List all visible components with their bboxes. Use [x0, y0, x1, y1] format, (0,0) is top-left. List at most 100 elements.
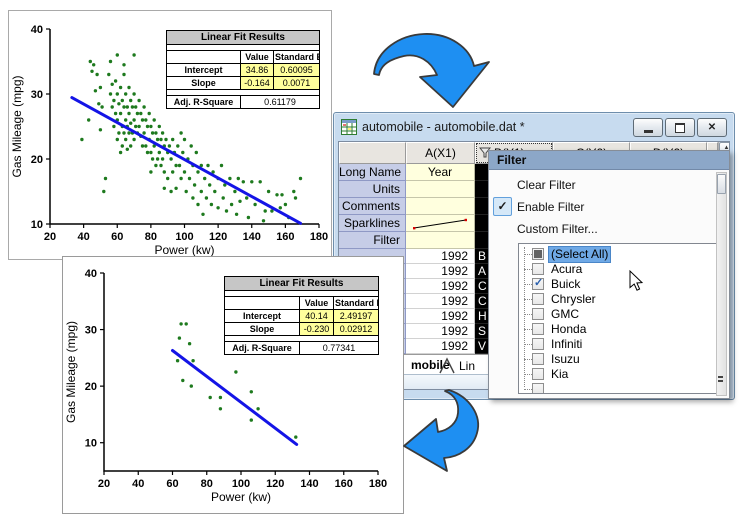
row-label-intercept: Intercept — [225, 310, 300, 323]
cell-year-row-2[interactable]: 1992 — [406, 264, 475, 279]
row-label-long-name[interactable]: Long Name — [339, 164, 406, 181]
menu-item-custom-filter[interactable]: Custom Filter... — [517, 222, 598, 236]
filter-list-item-honda[interactable]: Honda — [519, 322, 716, 337]
cell-year-row-5[interactable]: 1992 — [406, 309, 475, 324]
svg-text:Power (kw): Power (kw) — [211, 490, 271, 504]
filter-menu-title: Filter — [489, 151, 729, 170]
linear-fit-results-table-1: Linear Fit Results Value Standard Error … — [166, 30, 320, 109]
menu-item-enable-filter[interactable]: Enable Filter — [517, 200, 584, 214]
svg-text:20: 20 — [31, 154, 43, 166]
desktop: { "colors":{"arrow_blue":"#1e8ff2","fit_… — [0, 0, 741, 518]
filter-list-item-chrysler[interactable]: Chrysler — [519, 292, 716, 307]
svg-text:80: 80 — [145, 231, 157, 243]
scrollbar-thumb[interactable] — [717, 174, 726, 194]
intercept-value: 34.86 — [241, 64, 274, 77]
cell-a-units[interactable] — [406, 181, 475, 198]
svg-text:140: 140 — [300, 478, 318, 490]
enable-filter-checkmark-icon: ✓ — [493, 197, 512, 216]
filter-list-item-infiniti[interactable]: Infiniti — [519, 337, 716, 352]
filter-item-label: Honda — [549, 322, 588, 337]
menu-item-clear-filter[interactable]: Clear Filter — [517, 178, 576, 192]
filter-item-label: Kia — [549, 367, 570, 382]
column-header-corner[interactable] — [339, 142, 406, 164]
checkbox-unchecked[interactable] — [532, 323, 544, 335]
filter-list-item-partial[interactable] — [519, 382, 716, 394]
sparkline-year — [408, 216, 472, 231]
restore-button[interactable] — [665, 118, 695, 137]
filter-value-list[interactable]: (Select All)Acura✓BuickChryslerGMCHondaI… — [518, 243, 717, 394]
linear-fit-results-table-2: Linear Fit Results Value Standard Error … — [224, 276, 379, 355]
cell-year-row-3[interactable]: 1992 — [406, 279, 475, 294]
cell-a-comments[interactable] — [406, 198, 475, 215]
checkbox-unchecked[interactable] — [532, 338, 544, 350]
svg-text:100: 100 — [175, 231, 193, 243]
window-title: automobile - automobile.dat * — [362, 120, 525, 134]
filter-menu-scrollbar[interactable] — [716, 172, 727, 396]
fit-table-title: Linear Fit Results — [167, 31, 320, 45]
checkbox-checked[interactable]: ✓ — [532, 278, 544, 290]
checkbox-unchecked[interactable] — [532, 353, 544, 365]
adj-rsquare-label: Adj. R-Square — [225, 342, 300, 355]
intercept-value: 40.14 — [300, 310, 334, 323]
tree-line — [524, 314, 532, 315]
filter-item-label: GMC — [549, 307, 581, 322]
checkbox-indeterminate[interactable] — [532, 248, 544, 260]
graph-window-filtered-data[interactable]: 2040608010012014016018010203040Gas Milea… — [62, 256, 404, 514]
svg-text:60: 60 — [166, 478, 178, 490]
svg-text:Gas Mileage (mpg): Gas Mileage (mpg) — [10, 75, 24, 177]
svg-text:180: 180 — [310, 231, 328, 243]
cell-year-row-1[interactable]: 1992 — [406, 249, 475, 264]
filter-item-label: Infiniti — [549, 337, 584, 352]
tab-separator-icon — [439, 357, 455, 374]
svg-text:120: 120 — [209, 231, 227, 243]
checkbox-unchecked[interactable] — [532, 293, 544, 305]
row-label-slope: Slope — [167, 77, 241, 90]
filter-list-item-buick[interactable]: ✓Buick — [519, 277, 716, 292]
filter-list-item-kia[interactable]: Kia — [519, 367, 716, 382]
filter-context-menu: Filter Clear Filter ✓ Enable Filter Cust… — [488, 150, 730, 399]
col-header-value: Value — [300, 297, 334, 310]
filter-list-item-isuzu[interactable]: Isuzu — [519, 352, 716, 367]
svg-text:40: 40 — [78, 231, 90, 243]
filter-list-item-gmc[interactable]: GMC — [519, 307, 716, 322]
slope-stderr: 0.0071 — [274, 77, 320, 90]
worksheet-titlebar[interactable]: automobile - automobile.dat * ✕ — [334, 113, 734, 141]
row-label-comments[interactable]: Comments — [339, 198, 406, 215]
checkbox-unchecked[interactable] — [532, 263, 544, 275]
row-label-slope: Slope — [225, 323, 300, 336]
intercept-stderr: 2.49197 — [334, 310, 379, 323]
svg-text:160: 160 — [335, 478, 353, 490]
cell-a-long-name[interactable]: Year — [406, 164, 475, 181]
row-label-sparklines[interactable]: Sparklines — [339, 215, 406, 232]
col-header-stderr: Standard Error — [274, 51, 320, 64]
cell-a-sparklines[interactable] — [406, 215, 475, 232]
checkbox-unchecked[interactable] — [532, 308, 544, 320]
svg-text:100: 100 — [232, 478, 250, 490]
tree-line — [524, 269, 532, 270]
column-header-A(X1)[interactable]: A(X1) — [406, 142, 475, 164]
filter-list-item-selectall[interactable]: (Select All) — [519, 247, 716, 262]
svg-text:40: 40 — [132, 478, 144, 490]
row-label-filter[interactable]: Filter — [339, 232, 406, 249]
row-label-units[interactable]: Units — [339, 181, 406, 198]
svg-text:Power (kw): Power (kw) — [154, 243, 214, 257]
svg-text:80: 80 — [201, 478, 213, 490]
row-label-intercept: Intercept — [167, 64, 241, 77]
scrollbar-grip — [718, 380, 723, 382]
checkbox-unchecked[interactable] — [532, 368, 544, 380]
cell-year-row-4[interactable]: 1992 — [406, 294, 475, 309]
svg-text:10: 10 — [31, 219, 43, 231]
svg-text:40: 40 — [31, 24, 43, 36]
scrollbar-grip — [718, 376, 723, 378]
cell-a-filter[interactable] — [406, 232, 475, 249]
close-button[interactable]: ✕ — [697, 118, 727, 137]
filter-item-label: (Select All) — [549, 247, 610, 262]
filter-list-item-acura[interactable]: Acura — [519, 262, 716, 277]
checkbox-unchecked[interactable] — [532, 383, 544, 394]
graph-window-full-data[interactable]: 2040608010012014016018010203040Gas Milea… — [8, 10, 332, 260]
minimize-button[interactable] — [633, 118, 663, 137]
svg-text:160: 160 — [276, 231, 294, 243]
cell-year-row-6[interactable]: 1992 — [406, 324, 475, 339]
sheet-tab-linearfit[interactable]: Lin — [459, 359, 475, 373]
cell-year-row-7[interactable]: 1992 — [406, 339, 475, 354]
